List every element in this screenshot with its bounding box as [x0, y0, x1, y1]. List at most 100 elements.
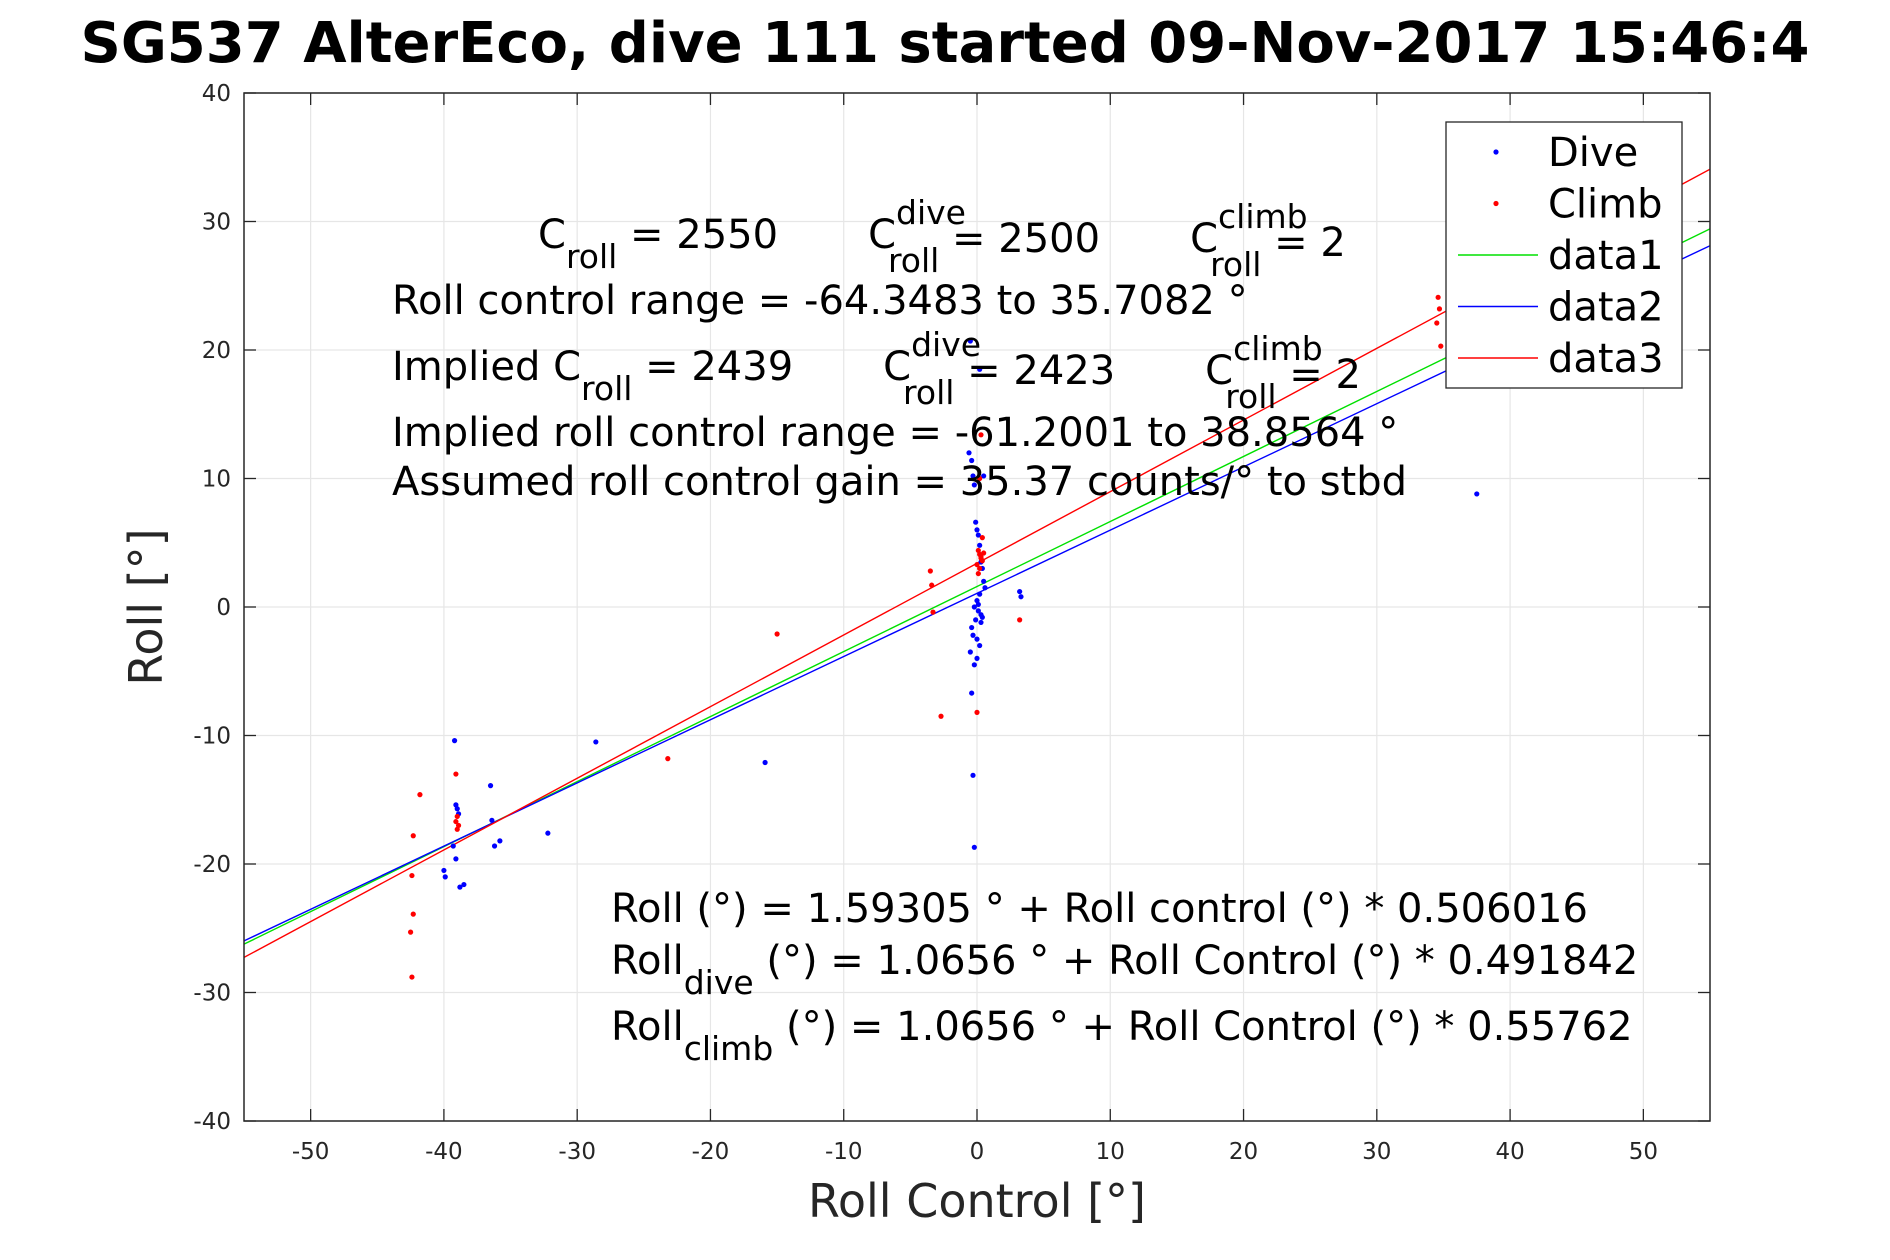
annotation-line: Croll = 2550 Cdive roll = 2500 Cclimb roll =…	[538, 193, 1346, 284]
data-point-climb	[978, 555, 984, 561]
chart-title: SG537 AlterEco, dive 111 started 09-Nov-…	[81, 11, 1810, 76]
annotation-fragment: = 2550	[617, 212, 778, 258]
annotation-fragment: dive	[911, 325, 981, 364]
data-point-dive	[969, 624, 975, 631]
data-point-climb	[409, 872, 415, 879]
y-tick-label: 20	[202, 338, 231, 364]
annotation-fragment: = 2439	[632, 344, 793, 390]
legend-label: data1	[1548, 233, 1664, 279]
data-point-dive	[454, 806, 460, 812]
data-point-dive	[971, 604, 977, 610]
annotation-fragment: roll	[888, 241, 939, 280]
data-point-dive	[489, 817, 495, 823]
data-point-dive	[973, 617, 979, 623]
data-point-dive	[1017, 588, 1023, 595]
data-point-dive	[457, 884, 463, 890]
annotation-fragment: = 2	[1277, 352, 1361, 398]
data-point-dive	[974, 655, 980, 662]
y-tick-label: 0	[216, 595, 231, 621]
data-point-dive	[979, 614, 985, 620]
annotation-fragment: climb	[684, 1029, 774, 1068]
data-point-dive	[975, 601, 981, 608]
annotation-fragment: C	[868, 212, 896, 258]
annotation-fragment: Roll control range = -64.3483 to 35.7082…	[392, 278, 1248, 324]
x-tick-labels: -50 -40 -30 -20 -10 0 10 20 30 40 50	[292, 1139, 1658, 1165]
data-point-dive	[977, 542, 983, 548]
annotation-fragment: roll	[1225, 377, 1276, 416]
y-tick-label: 10	[202, 467, 231, 493]
data-point-dive	[971, 482, 977, 488]
x-tick-label: -40	[425, 1139, 463, 1165]
annotation-line: Assumed roll control gain = 35.37 counts…	[392, 459, 1407, 505]
annotation-line: Implied roll control range = -61.2001 to…	[392, 410, 1398, 456]
data-point-dive	[967, 649, 973, 655]
annotation-fragment: (°) = 1.0656 ° + Roll Control (°) * 0.49…	[754, 938, 1639, 984]
annotation-fragment: dive	[896, 193, 966, 232]
legend: Dive Climb data1 data2 data3	[1445, 121, 1683, 389]
tick-marks	[244, 92, 1710, 1122]
data-point-climb	[979, 535, 985, 541]
data-point-climb	[453, 771, 459, 777]
data-point-climb	[1438, 343, 1444, 349]
annotation-fragment: Implied C	[392, 344, 581, 390]
data-point-dive	[971, 844, 977, 850]
annotation-fragment: = 2	[1261, 220, 1345, 266]
data-point-dive	[974, 636, 980, 642]
data-point-climb	[774, 631, 780, 637]
data-point-dive	[978, 619, 984, 626]
annotation-fragment: roll	[1210, 245, 1261, 284]
legend-label: Dive	[1548, 130, 1638, 176]
y-tick-labels: -40 -30 -20 -10 0 10 20 30 40	[193, 81, 231, 1135]
data-point-climb	[1436, 306, 1443, 312]
data-point-dive	[969, 690, 975, 696]
x-tick-label: 50	[1629, 1139, 1658, 1165]
data-point-climb	[1017, 617, 1023, 623]
data-point-climb	[977, 475, 983, 482]
y-tick-label: -20	[193, 852, 231, 878]
data-point-dive	[451, 738, 458, 744]
data-point-dive	[971, 662, 977, 668]
x-tick-label: 10	[1096, 1139, 1125, 1165]
data-point-dive	[545, 830, 551, 836]
data-point-climb	[409, 974, 415, 980]
x-tick-label: -50	[292, 1139, 330, 1165]
annotation-fragment: Assumed roll control gain = 35.37 counts…	[392, 459, 1407, 505]
data-point-dive	[441, 867, 447, 874]
annotation-line: Implied Croll = 2439 Cdive roll = 2423 Ccli…	[392, 325, 1361, 416]
annotations: Croll = 2550 Cdive roll = 2500 Cclimb roll =…	[392, 193, 1638, 1068]
data-points	[407, 294, 1480, 980]
x-tick-label: -10	[825, 1139, 863, 1165]
data-point-dive	[977, 366, 983, 372]
y-tick-label: 30	[202, 210, 231, 236]
x-tick-label: -30	[558, 1139, 596, 1165]
x-tick-label: -20	[692, 1139, 730, 1165]
annotation-fragment: C	[1190, 216, 1218, 262]
data-point-climb	[977, 565, 983, 572]
annotation-fragment: dive	[684, 963, 754, 1002]
annotation-fragment: Roll	[611, 938, 684, 984]
data-point-dive	[981, 473, 987, 479]
annotation-fragment: climb	[1233, 329, 1323, 368]
data-point-climb	[665, 756, 671, 762]
x-tick-label: 40	[1495, 1139, 1524, 1165]
data-point-dive	[975, 532, 981, 538]
data-point-climb	[454, 813, 460, 820]
data-point-climb	[978, 432, 984, 438]
data-point-dive	[453, 856, 459, 862]
data-point-dive	[973, 519, 979, 525]
data-point-climb	[1434, 320, 1440, 326]
annotation-line: Roll control range = -64.3483 to 35.7082…	[392, 278, 1248, 324]
data-point-climb	[974, 561, 980, 568]
x-tick-label: 30	[1362, 1139, 1391, 1165]
data-point-dive	[970, 632, 976, 638]
data-point-dive	[461, 881, 467, 888]
y-tick-label: 40	[202, 81, 231, 107]
x-axis-label: Roll Control [°]	[808, 1174, 1146, 1228]
data-point-dive	[970, 473, 976, 479]
annotation-fragment: roll	[903, 373, 954, 412]
annotation-line: Rollclimb (°) = 1.0656 ° + Roll Control …	[611, 1004, 1633, 1068]
annotation-fragment: C	[883, 344, 911, 390]
data-point-dive	[1018, 594, 1024, 600]
data-point-climb	[453, 818, 459, 825]
